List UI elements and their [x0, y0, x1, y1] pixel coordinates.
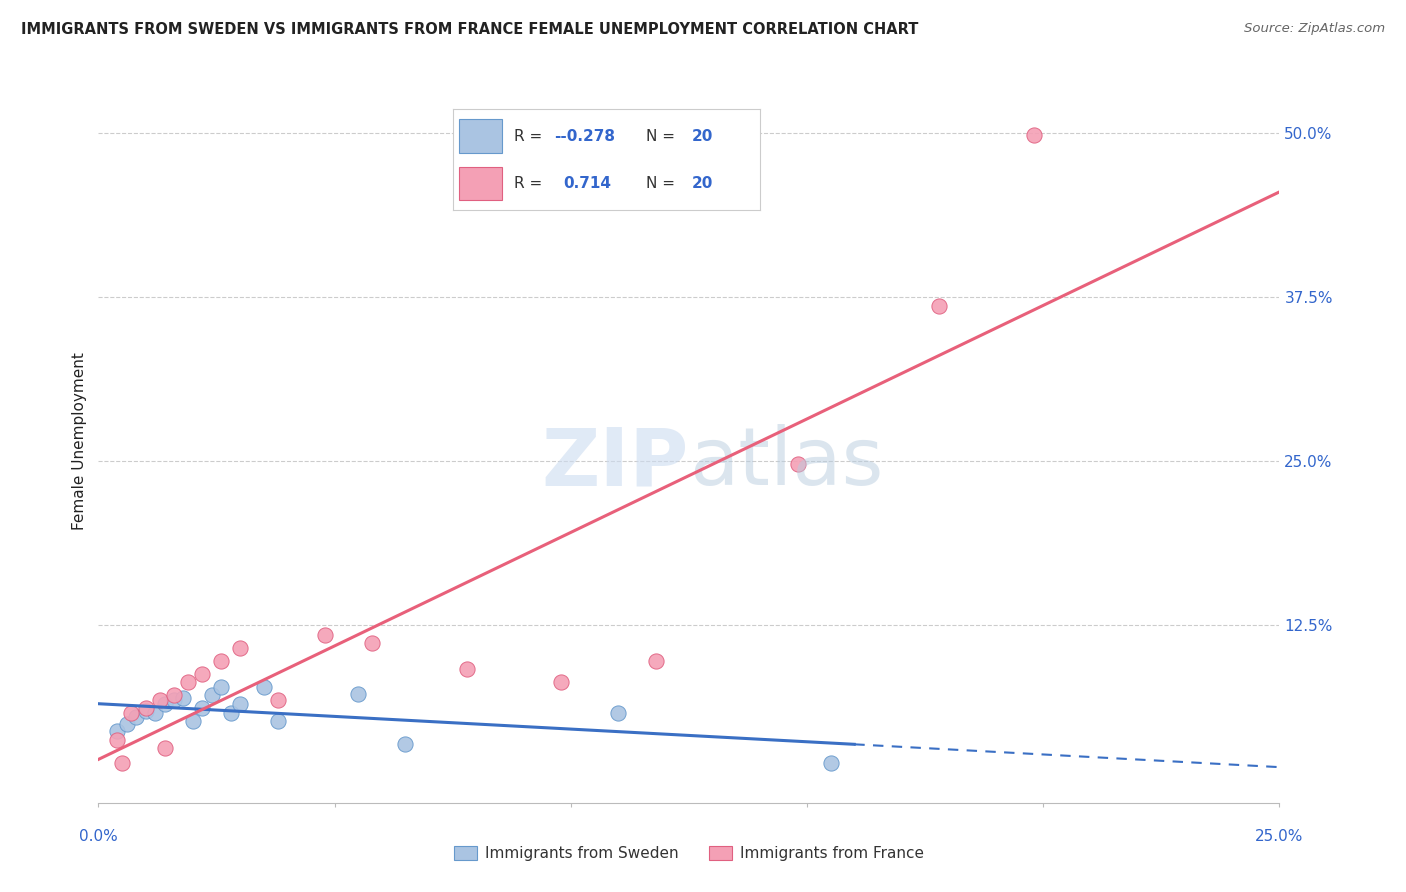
Text: 25.0%: 25.0%	[1256, 829, 1303, 844]
Point	[229, 640, 252, 655]
Point	[267, 714, 290, 729]
Point	[172, 690, 194, 705]
Point	[163, 693, 186, 707]
Point	[786, 457, 808, 471]
Point	[105, 723, 128, 738]
Point	[115, 717, 138, 731]
Point	[550, 675, 572, 690]
Text: atlas: atlas	[689, 425, 883, 502]
Text: ZIP: ZIP	[541, 425, 689, 502]
Text: Source: ZipAtlas.com: Source: ZipAtlas.com	[1244, 22, 1385, 36]
Point	[209, 654, 232, 668]
Text: IMMIGRANTS FROM SWEDEN VS IMMIGRANTS FROM FRANCE FEMALE UNEMPLOYMENT CORRELATION: IMMIGRANTS FROM SWEDEN VS IMMIGRANTS FRO…	[21, 22, 918, 37]
Point	[163, 688, 186, 702]
Text: 0.0%: 0.0%	[79, 829, 118, 844]
Point	[153, 698, 176, 712]
Point	[1022, 128, 1045, 143]
Point	[644, 654, 666, 668]
Point	[229, 698, 252, 712]
Point	[314, 627, 336, 641]
Point	[928, 299, 950, 313]
Point	[456, 662, 478, 676]
Legend: Immigrants from Sweden, Immigrants from France: Immigrants from Sweden, Immigrants from …	[449, 840, 929, 867]
Point	[253, 680, 276, 694]
Point	[153, 740, 176, 755]
Point	[361, 635, 384, 649]
Point	[191, 701, 214, 715]
Point	[181, 714, 204, 729]
Point	[201, 688, 224, 702]
Point	[121, 706, 143, 721]
Y-axis label: Female Unemployment: Female Unemployment	[72, 352, 87, 531]
Point	[267, 693, 290, 707]
Point	[191, 667, 214, 681]
Point	[177, 675, 200, 690]
Point	[135, 701, 157, 715]
Point	[135, 704, 157, 718]
Point	[219, 706, 242, 721]
Point	[111, 756, 134, 771]
Point	[347, 687, 370, 701]
Point	[209, 680, 232, 694]
Point	[125, 710, 148, 724]
Point	[607, 706, 630, 721]
Point	[394, 737, 416, 751]
Point	[820, 756, 842, 771]
Point	[149, 693, 172, 707]
Point	[105, 732, 128, 747]
Point	[143, 706, 166, 721]
